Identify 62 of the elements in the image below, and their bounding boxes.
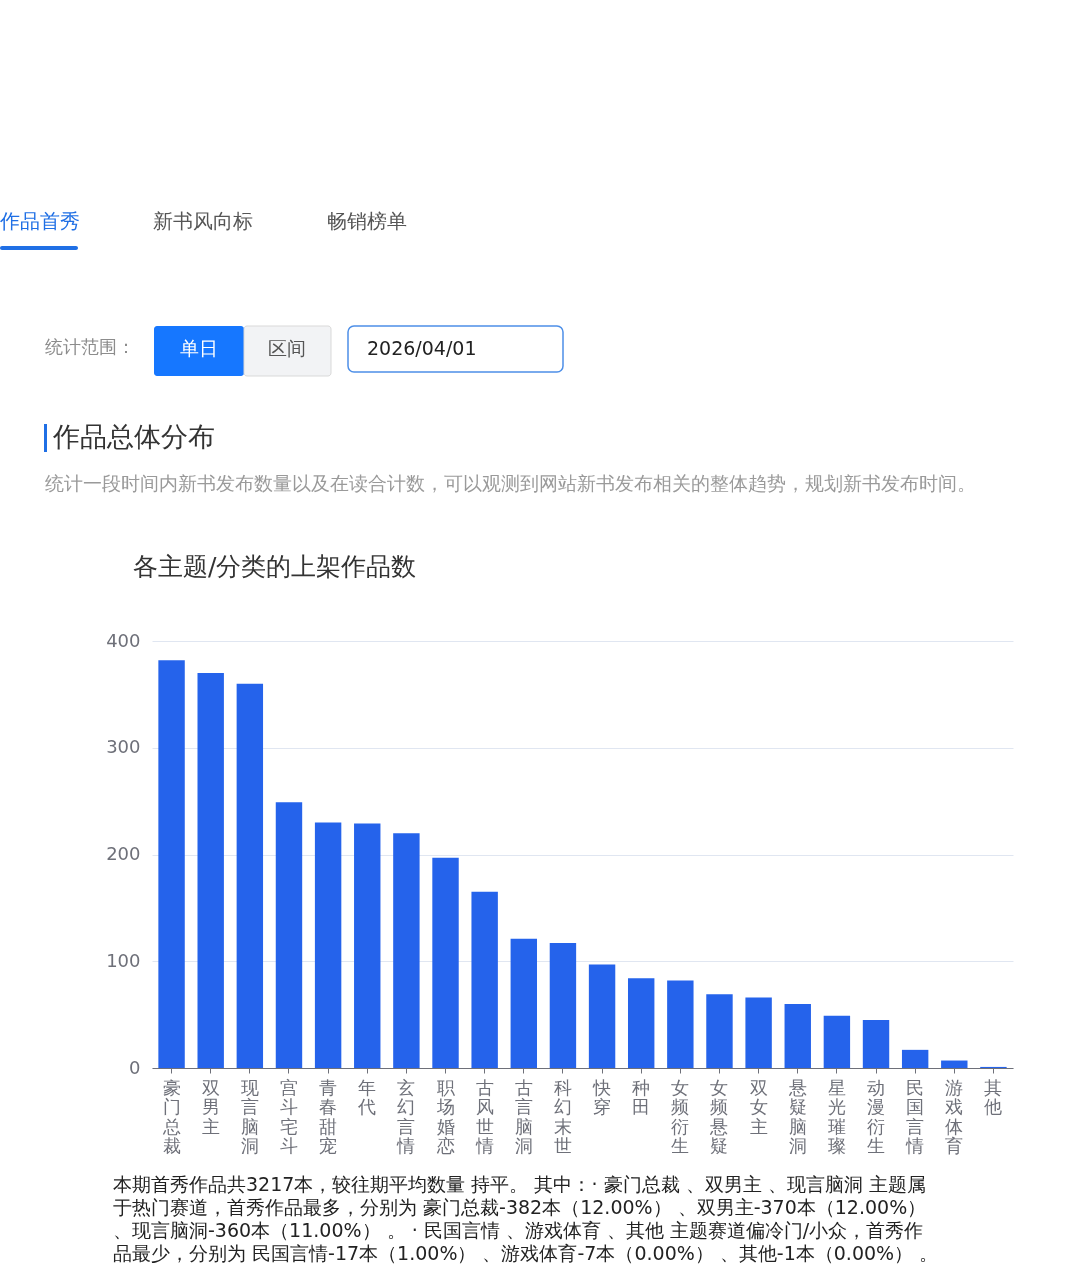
x-tick-label: 双男主	[201, 1076, 220, 1137]
x-tick-label: 快穿	[592, 1076, 612, 1117]
bar	[158, 660, 185, 1068]
text: 统计范围：	[45, 336, 135, 357]
y-tick-label: 0	[129, 1056, 141, 1078]
x-tick-label: 女频悬疑	[709, 1076, 729, 1156]
x-tick-label: 种田	[632, 1076, 651, 1117]
text: 作品首秀	[0, 210, 80, 233]
text: 2026/04/01	[367, 337, 477, 359]
bar	[667, 980, 694, 1068]
bar	[275, 802, 303, 1068]
x-tick-label: 青春甜宠	[319, 1076, 338, 1156]
y-tick-label: 300	[106, 736, 141, 758]
y-tick-label: 100	[106, 949, 141, 971]
bar	[510, 938, 537, 1068]
x-tick-label: 女频衍生	[671, 1076, 690, 1156]
x-tick-label: 动漫衍生	[867, 1076, 886, 1156]
x-tick-label: 豪门总裁	[161, 1076, 181, 1156]
x-tick-label: 民国言情	[905, 1076, 925, 1156]
x-tick-label: 游戏体育	[945, 1076, 964, 1156]
bar	[314, 822, 342, 1068]
x-tick-label: 科幻末世	[553, 1076, 572, 1156]
x-tick-label: 古言脑洞	[514, 1076, 533, 1156]
bar	[823, 1015, 851, 1068]
x-tick-label: 星光璀璨	[827, 1076, 846, 1156]
bar	[745, 997, 772, 1068]
text: 畅销榜单	[327, 210, 407, 233]
bar	[784, 1003, 811, 1068]
x-tick-label: 双女主	[749, 1076, 768, 1137]
text: 本期首秀作品共3217本，较往期平均数量 持平。 其中：· 豪门总裁 、双男主 、现言脑洞 主题属	[113, 1173, 926, 1195]
bar	[706, 994, 733, 1068]
x-tick-label: 现言脑洞	[240, 1076, 259, 1156]
bar	[432, 857, 459, 1068]
x-tick-label: 其他	[984, 1076, 1003, 1117]
bar	[901, 1049, 929, 1068]
x-tick-label: 职场婚恋	[435, 1076, 455, 1156]
text: 单日	[180, 337, 218, 359]
x-tick-label: 悬疑脑洞	[787, 1076, 807, 1156]
x-tick-label: 古风世情	[474, 1076, 494, 1156]
text: 作品总体分布	[52, 421, 215, 452]
bar	[628, 978, 655, 1068]
bar	[588, 964, 616, 1068]
text: 区间	[268, 337, 306, 359]
x-tick-label: 年代	[357, 1076, 377, 1117]
y-tick-label: 400	[106, 629, 141, 651]
x-tick-label: 玄幻言情	[396, 1076, 416, 1156]
text: 于热门赛道，首秀作品最多，分别为 豪门总裁-382本（12.00%） 、双男主-370本（12.00%）	[113, 1196, 927, 1218]
bar	[941, 1060, 968, 1068]
x-tick-label: 宫斗宅斗	[279, 1076, 298, 1156]
bar	[471, 891, 498, 1068]
text: 统计一段时间内新书发布数量以及在读合计数，可以观测到网站新书发布相关的整体趋势，规划新书发布时间。	[45, 472, 976, 494]
bar	[393, 833, 420, 1068]
y-tick-label: 200	[106, 843, 141, 864]
bar	[354, 823, 381, 1068]
text: 、现言脑洞-360本（11.00%） 。 · 民国言情 、游戏体育 、其他 主题赛道偏冷门/小众，首秀作	[113, 1219, 924, 1241]
text: 新书风向标	[153, 210, 253, 233]
bar	[862, 1019, 890, 1068]
bar	[236, 683, 264, 1068]
text: 品最少，分别为 民国言情-17本（1.00%） 、游戏体育-7本（0.00%） 、其他-1本（0.00%） 。	[113, 1242, 939, 1264]
bar	[197, 673, 224, 1068]
bar	[549, 943, 577, 1068]
chart-title: 各主题/分类的上架作品数	[133, 552, 417, 581]
